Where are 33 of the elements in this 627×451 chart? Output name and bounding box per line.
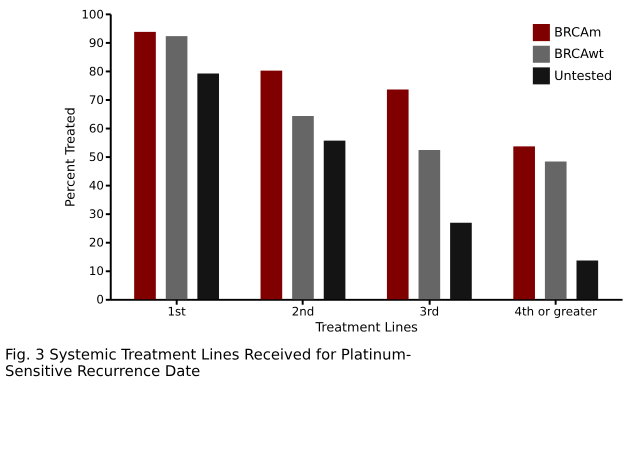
legend-label: BRCAwt	[554, 47, 604, 62]
x-tick-label: 4th or greater	[514, 304, 598, 319]
bar	[292, 116, 314, 300]
bar	[450, 222, 472, 300]
bar	[544, 161, 567, 300]
bar	[513, 146, 535, 300]
y-tick-label: 70	[88, 92, 104, 107]
y-tick-label: 50	[88, 150, 104, 164]
bar	[134, 32, 156, 300]
y-tick-label: 100	[81, 7, 104, 22]
x-tick-label: 3rd	[420, 304, 440, 319]
y-tick-label: 80	[88, 64, 104, 78]
bar	[324, 140, 346, 300]
legend-label: Untested	[554, 68, 612, 84]
bar	[576, 260, 598, 300]
x-axis-title: Treatment Lines	[314, 320, 418, 336]
y-tick-label: 30	[88, 207, 104, 222]
y-tick-label: 20	[88, 236, 104, 250]
y-tick-label: 90	[88, 36, 104, 50]
bar	[418, 150, 440, 300]
x-tick-label: 1st	[167, 304, 186, 319]
bar	[166, 36, 188, 300]
bar	[260, 70, 282, 300]
y-tick-label: 60	[88, 121, 104, 136]
y-axis-title: Percent Treated	[63, 107, 78, 207]
legend-label: BRCAm	[554, 26, 602, 41]
x-tick-label: 2nd	[292, 304, 314, 319]
bar	[386, 90, 409, 300]
y-tick-label: 0	[96, 292, 104, 307]
caption: Fig. 3 Systemic Treatment Lines Received for Platinum-Sensitive Recurrence Date	[5, 346, 412, 380]
y-tick-label: 10	[88, 264, 104, 278]
bar	[197, 74, 220, 300]
y-tick-label: 40	[88, 178, 104, 193]
